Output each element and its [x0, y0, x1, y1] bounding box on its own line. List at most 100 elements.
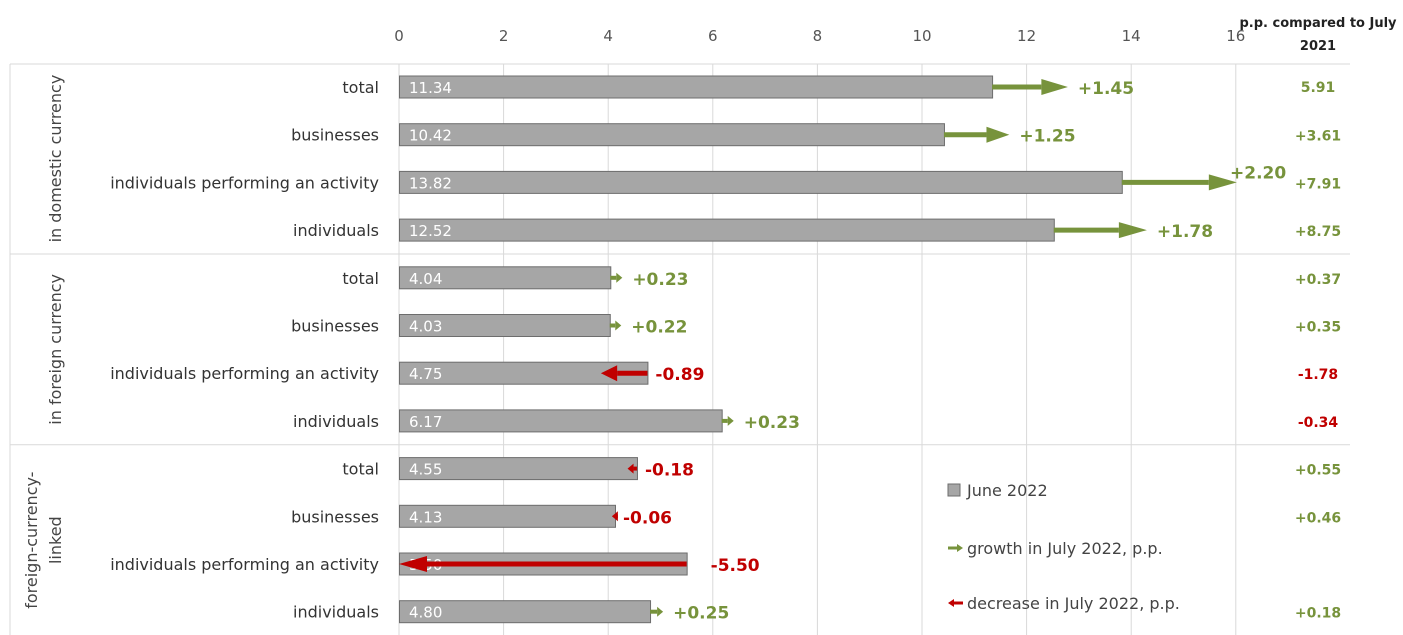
bar-row: individuals 4.80 +0.25 +0.18 — [293, 600, 1341, 624]
change-label: +1.78 — [1157, 222, 1213, 242]
bar-rows: total 11.34 +1.45 5.91 businesses 10.42 +1.25 +… — [110, 75, 1341, 624]
change-label: -0.89 — [655, 365, 704, 385]
change-label: -0.06 — [623, 508, 672, 528]
yoy-change-label: +7.91 — [1295, 176, 1341, 192]
decrease-arrow — [399, 556, 687, 572]
bar-value-label: 12.52 — [409, 222, 452, 240]
bar-row: businesses 4.03 +0.22 +0.35 — [291, 314, 1341, 338]
category-label: total — [342, 460, 379, 479]
change-label: +0.22 — [631, 318, 687, 338]
category-label: businesses — [291, 126, 379, 145]
growth-arrow — [650, 606, 664, 617]
group-separators — [9, 63, 1350, 635]
bar-value-label: 10.42 — [409, 127, 452, 145]
change-label: +2.20 — [1230, 163, 1286, 183]
change-label: +0.23 — [632, 270, 688, 290]
bar-value-label: 4.80 — [409, 604, 442, 622]
x-tick-label-4: 8 — [813, 27, 823, 45]
bar — [399, 457, 638, 481]
yoy-column-header: p.p. compared to July 2021 — [1239, 16, 1397, 54]
bar-row: businesses 4.13 -0.06 +0.46 — [291, 504, 1341, 528]
yoy-change-label: +0.46 — [1295, 510, 1341, 526]
bar — [399, 75, 994, 99]
bar-row: individuals performing an activity5.50-5… — [110, 552, 760, 576]
bar — [399, 409, 723, 433]
change-label: +1.25 — [1019, 127, 1075, 147]
x-tick-label-5: 10 — [912, 27, 931, 45]
category-label: individuals — [293, 603, 379, 622]
bar-row: individuals 12.52 +1.78 +8.75 — [293, 218, 1341, 242]
change-label: -0.18 — [645, 461, 694, 481]
bar — [399, 218, 1055, 242]
x-tick-label-1: 2 — [499, 27, 509, 45]
legend-growth-arrow-icon — [948, 544, 963, 552]
decrease-arrow — [627, 463, 637, 474]
category-label: individuals — [293, 221, 379, 240]
bar-row: individuals performing an activity 13.82 +… — [110, 163, 1341, 194]
group-label-2: foreign-currency-linked — [22, 472, 65, 609]
bar-value-label: 11.34 — [409, 79, 452, 97]
category-label: individuals performing an activity — [110, 364, 379, 383]
legend-decrease-arrow-icon — [948, 599, 963, 607]
group-label-1: in foreign currency — [46, 274, 65, 425]
category-label: total — [342, 269, 379, 288]
group-labels: in domestic currency in foreign currency f… — [22, 75, 65, 609]
yoy-change-label: +3.61 — [1295, 129, 1341, 145]
decrease-arrow — [600, 365, 648, 382]
yoy-change-label: +0.18 — [1295, 606, 1341, 622]
category-label: individuals performing an activity — [110, 173, 379, 192]
yoy-change-label: +0.37 — [1295, 272, 1341, 288]
change-label: -5.50 — [711, 556, 760, 576]
yoy-change-label: +8.75 — [1295, 224, 1341, 240]
bar-row: businesses 10.42 +1.25 +3.61 — [291, 123, 1341, 147]
bar-value-label: 13.82 — [409, 174, 452, 192]
growth-arrow — [943, 126, 1010, 143]
category-label: businesses — [291, 317, 379, 336]
growth-arrow — [992, 79, 1068, 95]
legend-bar-swatch — [947, 483, 961, 497]
grid-lines — [398, 64, 1237, 635]
category-label: businesses — [291, 507, 379, 526]
yoy-header-line2: 2021 — [1300, 39, 1336, 54]
bar — [399, 123, 945, 147]
bar-value-label: 6.17 — [409, 413, 442, 431]
bar-row: total 4.55 -0.18 +0.55 — [342, 457, 1341, 481]
bar-row: total 4.04 +0.23 +0.37 — [342, 266, 1341, 290]
bar-value-label: 4.75 — [409, 365, 442, 383]
yoy-change-label: -1.78 — [1298, 367, 1338, 383]
bar-value-label: 4.55 — [409, 461, 442, 479]
growth-arrow — [610, 272, 623, 283]
change-label: +0.23 — [744, 413, 800, 433]
bar-value-label: 4.03 — [409, 318, 442, 336]
x-tick-label-6: 12 — [1017, 27, 1036, 45]
decrease-arrow — [611, 511, 618, 522]
change-label: +1.45 — [1078, 79, 1134, 99]
legend-bar-label: June 2022 — [966, 481, 1048, 500]
category-label: total — [342, 78, 379, 97]
legend-decrease-label: decrease in July 2022, p.p. — [967, 594, 1180, 613]
x-tick-label-7: 14 — [1122, 27, 1141, 45]
category-label: individuals — [293, 412, 379, 431]
yoy-change-label: +0.55 — [1295, 463, 1341, 479]
change-label: +0.25 — [673, 604, 729, 624]
bar-row: total 11.34 +1.45 5.91 — [342, 75, 1335, 99]
legend-growth-label: growth in July 2022, p.p. — [967, 539, 1163, 558]
bar-value-label: 4.13 — [409, 508, 442, 526]
bar — [399, 361, 649, 385]
growth-arrow — [609, 320, 622, 331]
category-label: individuals performing an activity — [110, 555, 379, 574]
group-label-0: in domestic currency — [46, 75, 65, 243]
growth-arrow — [721, 415, 734, 426]
growth-arrow — [1121, 174, 1237, 191]
yoy-change-label: +0.35 — [1295, 320, 1341, 336]
yoy-change-label: -0.34 — [1298, 415, 1339, 431]
bar-value-label: 4.04 — [409, 270, 442, 288]
yoy-header-line1: p.p. compared to July — [1239, 16, 1397, 31]
x-tick-label-0: 0 — [394, 27, 404, 45]
legend: June 2022 growth in July 2022, p.p. decr… — [947, 481, 1180, 613]
growth-arrow — [1053, 222, 1147, 239]
x-tick-label-8: 16 — [1226, 27, 1245, 45]
x-axis-ticks: 0 2 4 6 8 10 12 14 16 — [394, 27, 1245, 45]
bar-row: individuals 6.17 +0.23 -0.34 — [293, 409, 1339, 433]
